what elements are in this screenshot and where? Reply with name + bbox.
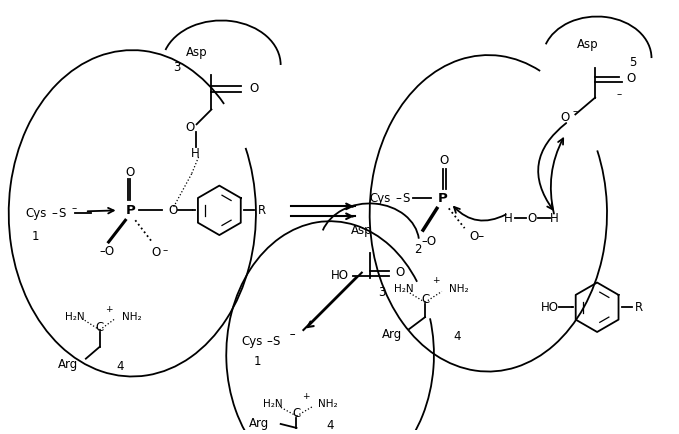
Text: C: C <box>96 321 104 334</box>
Text: HO: HO <box>540 301 559 314</box>
Text: H: H <box>504 212 513 225</box>
Text: H₂N: H₂N <box>65 312 85 322</box>
Text: +: + <box>432 276 440 285</box>
Text: O: O <box>126 166 135 179</box>
Text: 4: 4 <box>117 360 124 373</box>
Text: Asp: Asp <box>351 224 373 237</box>
Text: C: C <box>421 293 429 306</box>
Text: NH₂: NH₂ <box>318 399 338 409</box>
Text: R: R <box>258 204 266 217</box>
Text: NH₂: NH₂ <box>449 284 469 294</box>
Text: R: R <box>635 301 643 314</box>
Text: P: P <box>438 192 447 205</box>
Text: O: O <box>627 72 636 85</box>
Text: 2: 2 <box>414 243 422 256</box>
Text: HO: HO <box>331 269 349 282</box>
Text: 4: 4 <box>327 419 334 432</box>
Text: H₂N: H₂N <box>394 284 414 294</box>
Text: 1: 1 <box>254 355 261 368</box>
Text: Cys: Cys <box>241 335 263 349</box>
Text: P: P <box>126 204 135 217</box>
Text: 1: 1 <box>32 230 39 243</box>
Text: O: O <box>439 155 448 168</box>
Text: –O: –O <box>422 236 437 249</box>
Text: +: + <box>105 305 112 314</box>
Text: O: O <box>151 247 161 260</box>
Text: O: O <box>561 111 570 124</box>
Text: O: O <box>395 266 405 279</box>
Text: –: – <box>617 89 622 99</box>
Text: 4: 4 <box>453 330 460 343</box>
Text: H: H <box>550 212 559 225</box>
Text: H: H <box>191 148 200 161</box>
Text: C: C <box>293 407 301 420</box>
Text: O: O <box>168 204 177 217</box>
Text: –: – <box>395 192 401 205</box>
Text: –: – <box>286 329 295 342</box>
Text: O: O <box>527 212 536 225</box>
Text: +: + <box>301 392 309 401</box>
Text: 3: 3 <box>378 286 385 299</box>
Text: Cys: Cys <box>26 207 47 220</box>
Text: O: O <box>249 82 258 95</box>
Text: –: – <box>267 335 273 349</box>
Text: 3: 3 <box>173 62 181 75</box>
Text: –: – <box>572 106 578 116</box>
Text: –: – <box>71 204 76 214</box>
Text: Arg: Arg <box>382 329 402 342</box>
Text: –O: –O <box>99 245 114 258</box>
Text: Asp: Asp <box>186 46 207 59</box>
Text: O: O <box>185 121 194 134</box>
Text: 5: 5 <box>629 56 636 69</box>
Text: Arg: Arg <box>58 358 78 371</box>
Text: S: S <box>402 192 409 205</box>
Text: NH₂: NH₂ <box>122 312 142 322</box>
Text: O–: O– <box>470 230 485 243</box>
Text: Cys: Cys <box>369 192 391 205</box>
Text: S: S <box>273 335 280 349</box>
Text: Arg: Arg <box>249 418 270 431</box>
Text: Asp: Asp <box>576 38 598 51</box>
Text: –: – <box>163 245 168 255</box>
Text: –: – <box>51 207 57 220</box>
Text: H₂N: H₂N <box>263 399 282 409</box>
Text: S: S <box>58 207 66 220</box>
